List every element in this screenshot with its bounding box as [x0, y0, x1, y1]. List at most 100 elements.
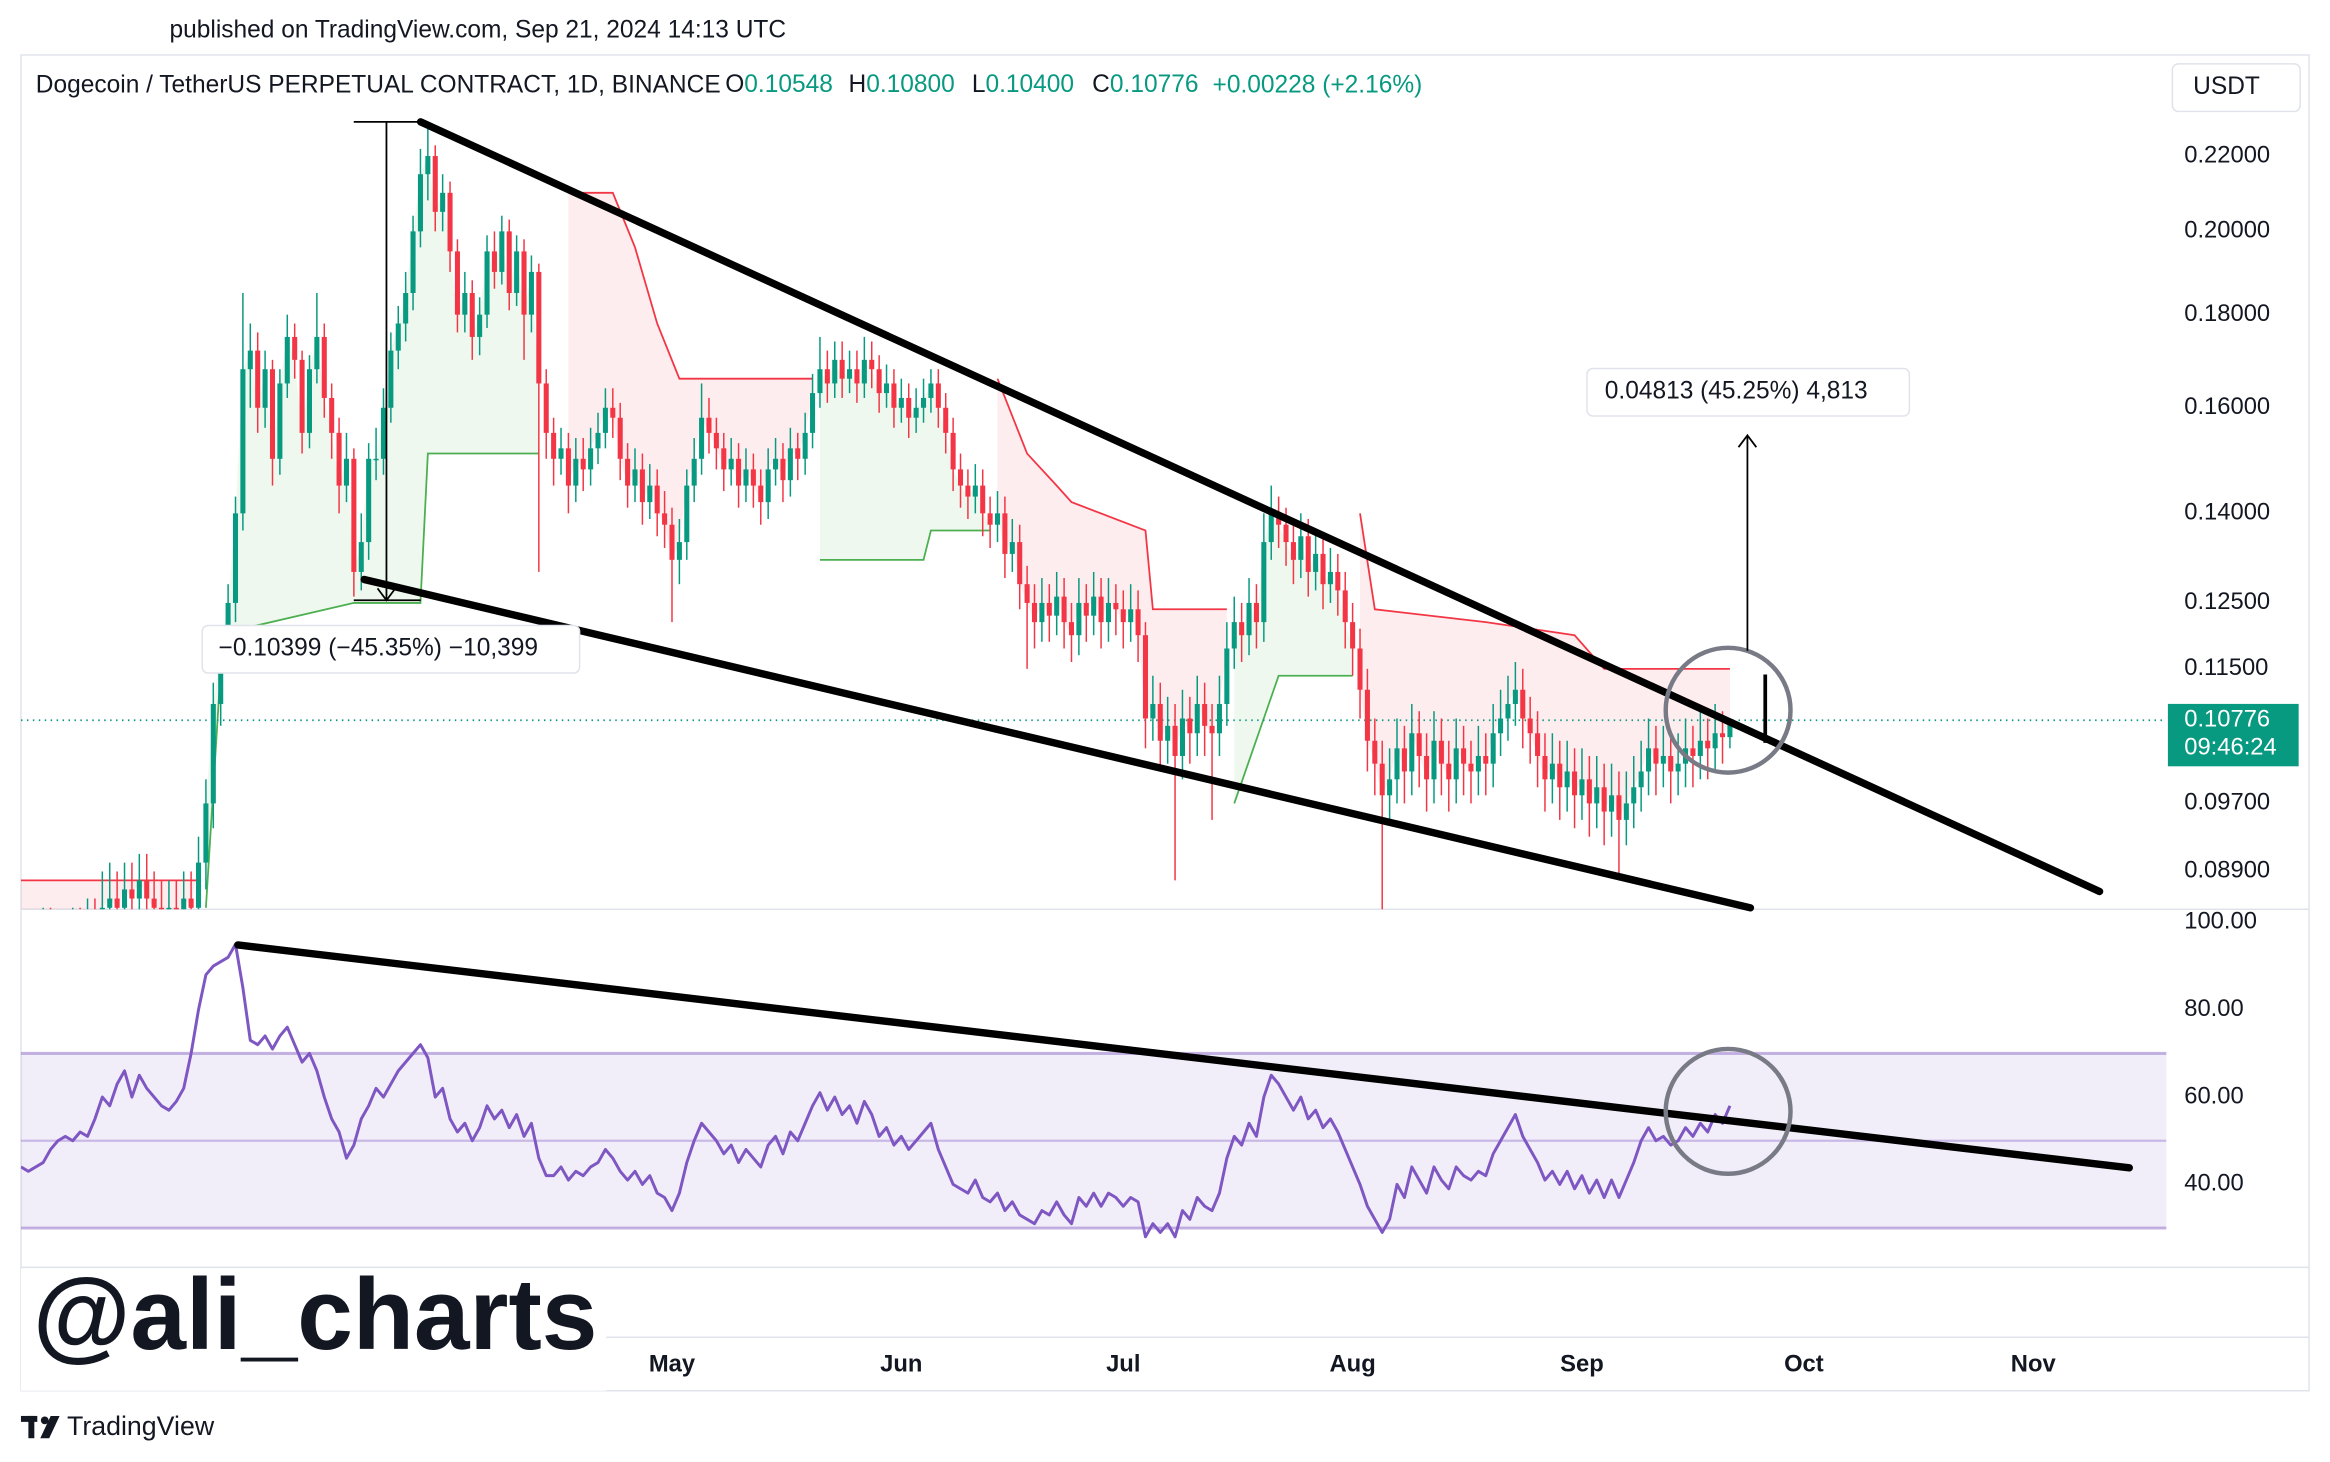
- candle-body: [1475, 755, 1481, 772]
- candle-body: [662, 513, 668, 525]
- currency-label[interactable]: USDT: [2193, 73, 2260, 100]
- candle-body: [861, 359, 867, 384]
- candle-body: [558, 448, 564, 459]
- candle-body: [1253, 602, 1259, 623]
- candle-body: [625, 458, 631, 486]
- candle-body: [1216, 703, 1222, 734]
- change-label: +0.00228 (+2.16%): [1213, 72, 1423, 99]
- candle-body: [240, 369, 246, 514]
- candle-body: [810, 393, 816, 433]
- candle-body: [1039, 602, 1045, 623]
- candle-body: [1594, 787, 1600, 804]
- y-tick-label: 0.14000: [2184, 499, 2270, 526]
- legend-key: O: [725, 72, 744, 99]
- candle-body: [1320, 553, 1326, 585]
- wedge-lower-line: [360, 575, 1755, 912]
- countdown-label: 09:46:24: [2184, 734, 2277, 761]
- annotation-label: −0.10399 (−45.35%) −10,399: [219, 635, 538, 662]
- candle-body: [1209, 725, 1215, 734]
- candle-body: [395, 323, 401, 351]
- candle-body: [750, 469, 756, 486]
- candle-body: [454, 251, 460, 315]
- candle-body: [1246, 602, 1252, 636]
- currency-button[interactable]: [2171, 63, 2301, 113]
- candle-body: [950, 432, 956, 470]
- candle-body: [780, 458, 786, 481]
- candle-body: [255, 350, 261, 408]
- candle-body: [980, 485, 986, 514]
- candle-body: [935, 383, 941, 408]
- candle-body: [1527, 718, 1533, 734]
- y-tick-label: 0.12500: [2184, 588, 2270, 615]
- candle-body: [1239, 622, 1245, 636]
- candle-body: [1120, 609, 1126, 623]
- highlight-circle: [1663, 1046, 1793, 1176]
- candle-body: [1535, 733, 1541, 756]
- candle-body: [1305, 536, 1311, 572]
- candle-body: [329, 397, 335, 433]
- y-tick-label: 80.00: [2184, 995, 2243, 1022]
- candle-body: [551, 432, 557, 459]
- legend-key: L: [972, 72, 986, 99]
- candle-body: [595, 432, 601, 449]
- legend-item: C0.10776: [1092, 72, 1198, 99]
- candle-body: [269, 369, 276, 459]
- candle-body: [773, 458, 779, 470]
- candle-body: [647, 485, 653, 503]
- legend-value: 0.10548: [744, 72, 833, 99]
- candle-body: [824, 369, 830, 384]
- candle-body: [1498, 718, 1504, 734]
- candle-body: [1675, 763, 1681, 772]
- y-tick-label: 0.22000: [2184, 141, 2270, 168]
- axes: 0.22000 0.20000 0.18000 0.16000 0.14000 0.125…: [649, 141, 2299, 1378]
- candle-body: [1091, 596, 1097, 616]
- candle-body: [1142, 635, 1148, 719]
- ohlc-legend: O0.10548 H0.10800 L0.10400 C0.10776: [725, 72, 1198, 99]
- candle-body: [1609, 795, 1615, 812]
- legend-key: H: [849, 72, 867, 99]
- candle-body: [1557, 763, 1563, 788]
- rsi-band: [20, 1053, 2167, 1229]
- candle-body: [1424, 755, 1430, 780]
- candle-body: [1668, 755, 1674, 772]
- candle-body: [99, 907, 105, 910]
- candle-body: [765, 469, 771, 503]
- candle-body: [1512, 689, 1518, 704]
- candle-body: [1690, 748, 1696, 756]
- candle-body: [1387, 779, 1393, 796]
- x-tick-label: Oct: [1784, 1351, 1824, 1378]
- supertrend-line: [568, 191, 813, 380]
- candle-body: [1653, 748, 1659, 764]
- candle-body: [802, 432, 808, 459]
- candle-body: [1054, 596, 1060, 616]
- rsi-line: [20, 942, 1732, 1239]
- x-tick-label: Jul: [1106, 1351, 1140, 1378]
- candle-body: [891, 383, 897, 408]
- candle-body: [543, 383, 549, 433]
- y-tick-label: 0.08900: [2184, 857, 2270, 884]
- y-tick-label: 60.00: [2184, 1082, 2243, 1109]
- candle-body: [521, 251, 527, 315]
- candle-body: [699, 417, 705, 459]
- candle-body: [1017, 542, 1023, 585]
- legend-value: 0.10800: [866, 72, 955, 99]
- candle-body: [1031, 602, 1038, 623]
- candle-body: [1268, 513, 1274, 543]
- supertrend-fill: [819, 359, 991, 560]
- logo-part: [40, 1416, 49, 1425]
- rsi-pane: [20, 942, 1732, 1239]
- candle-body: [181, 898, 187, 910]
- candle-body: [1298, 536, 1304, 560]
- candle-body: [321, 336, 327, 398]
- candle-body: [358, 542, 364, 572]
- candle-body: [1727, 720, 1733, 738]
- rsi-background: [20, 1051, 2167, 1230]
- candle-body: [1009, 542, 1015, 554]
- y-tick-label: 40.00: [2184, 1170, 2243, 1197]
- candle-body: [1505, 703, 1511, 719]
- annotation-label: 0.04813 (45.25%) 4,813: [1605, 378, 1868, 405]
- candle-body: [1431, 740, 1437, 780]
- candle-body: [440, 192, 446, 212]
